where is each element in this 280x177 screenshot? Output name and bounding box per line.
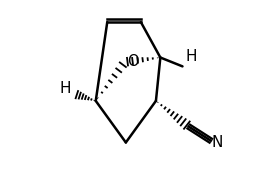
Text: H: H xyxy=(59,81,71,96)
Text: N: N xyxy=(211,135,223,150)
Text: O: O xyxy=(127,55,139,69)
Text: H: H xyxy=(186,49,197,64)
